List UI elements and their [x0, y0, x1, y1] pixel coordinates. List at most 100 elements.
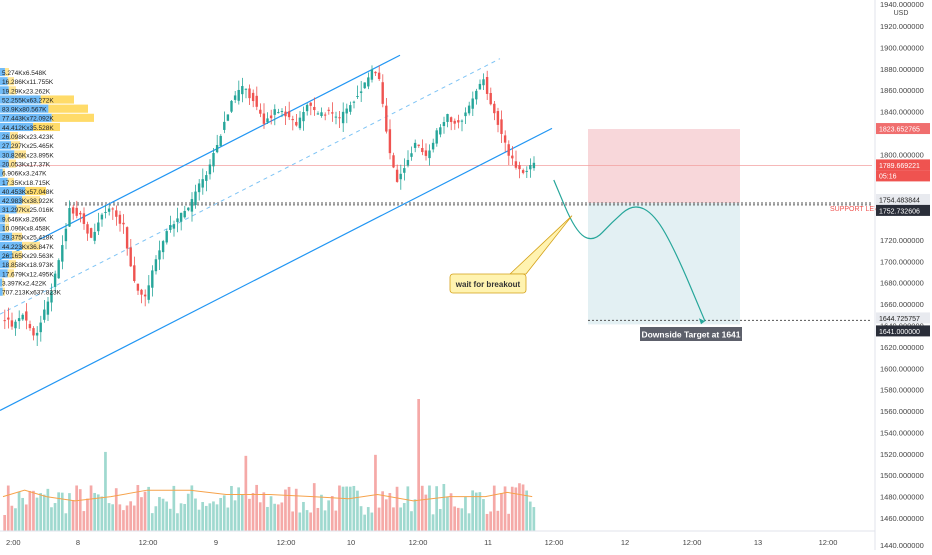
candle-body[interactable]	[151, 270, 154, 288]
candle-body[interactable]	[413, 142, 417, 148]
target-price-b-tag[interactable]	[876, 325, 930, 337]
candle-body[interactable]	[521, 170, 525, 173]
candle-body[interactable]	[471, 98, 474, 109]
candle-body[interactable]	[439, 127, 442, 135]
candle-body[interactable]	[219, 135, 222, 146]
candle-body[interactable]	[197, 183, 201, 193]
candle-body[interactable]	[237, 89, 240, 101]
candle-body[interactable]	[32, 328, 35, 336]
candle-body[interactable]	[287, 111, 291, 118]
candle-body[interactable]	[284, 111, 287, 117]
candle-body[interactable]	[435, 130, 438, 144]
candle-body[interactable]	[147, 285, 150, 300]
candle-body[interactable]	[89, 228, 93, 238]
candle-body[interactable]	[61, 245, 64, 262]
candle-body[interactable]	[475, 90, 478, 100]
target-label-box[interactable]	[640, 327, 742, 341]
target-label[interactable]: Downside Target at 1641	[641, 330, 740, 340]
candle-body[interactable]	[305, 104, 309, 112]
candle-body[interactable]	[428, 150, 431, 159]
candle-body[interactable]	[10, 320, 14, 327]
candle-body[interactable]	[359, 91, 363, 93]
candle-body[interactable]	[122, 222, 125, 225]
candle-body[interactable]	[370, 69, 374, 80]
candle-body[interactable]	[345, 108, 348, 114]
candle-body[interactable]	[53, 273, 57, 287]
candle-body[interactable]	[28, 324, 32, 329]
candle-body[interactable]	[82, 213, 86, 224]
candle-body[interactable]	[295, 121, 298, 126]
candle-body[interactable]	[273, 109, 276, 115]
candle-body[interactable]	[230, 100, 233, 112]
candle-body[interactable]	[457, 120, 460, 123]
candle-body[interactable]	[183, 210, 186, 218]
candle-body[interactable]	[417, 144, 420, 146]
candle-body[interactable]	[298, 117, 302, 129]
candle-body[interactable]	[381, 82, 384, 104]
support-price-b-tag[interactable]	[876, 204, 930, 216]
candle-body[interactable]	[363, 82, 366, 89]
candle-body[interactable]	[39, 322, 42, 333]
candle-body[interactable]	[485, 77, 489, 94]
candle-body[interactable]	[68, 208, 71, 227]
candle-body[interactable]	[7, 317, 10, 320]
candle-body[interactable]	[176, 218, 179, 223]
candle-body[interactable]	[529, 165, 532, 170]
candle-body[interactable]	[482, 79, 485, 86]
candle-body[interactable]	[25, 311, 28, 321]
candle-body[interactable]	[349, 105, 352, 112]
target-zone[interactable]	[588, 203, 740, 325]
candle-body[interactable]	[79, 212, 82, 215]
candle-body[interactable]	[71, 207, 75, 214]
candle-body[interactable]	[179, 212, 183, 222]
candle-body[interactable]	[233, 95, 237, 100]
candle-body[interactable]	[21, 314, 24, 320]
candle-body[interactable]	[140, 289, 143, 295]
candle-body[interactable]	[244, 88, 248, 90]
candle-body[interactable]	[309, 102, 312, 106]
candle-body[interactable]	[57, 260, 60, 279]
candle-body[interactable]	[190, 199, 194, 212]
candle-body[interactable]	[212, 153, 215, 167]
candle-body[interactable]	[453, 120, 456, 124]
candle-body[interactable]	[165, 231, 168, 243]
candle-body[interactable]	[367, 77, 370, 87]
candle-body[interactable]	[86, 224, 89, 234]
projection-path[interactable]	[553, 179, 706, 322]
support-price-a-tag[interactable]	[876, 194, 930, 206]
target-top-price-tag[interactable]	[876, 123, 930, 135]
candle-body[interactable]	[410, 153, 413, 157]
candle-body[interactable]	[399, 173, 402, 180]
candle-body[interactable]	[525, 170, 528, 172]
candle-body[interactable]	[187, 207, 190, 211]
candle-body[interactable]	[424, 150, 428, 156]
candle-body[interactable]	[478, 83, 482, 90]
candle-body[interactable]	[446, 114, 449, 122]
candle-body[interactable]	[97, 222, 100, 232]
candle-body[interactable]	[143, 294, 147, 297]
candle-body[interactable]	[385, 105, 388, 132]
stop-loss-zone[interactable]	[588, 129, 740, 204]
target-price-a-tag[interactable]	[876, 312, 930, 324]
candle-body[interactable]	[223, 121, 226, 130]
candle-body[interactable]	[93, 231, 96, 241]
candle-body[interactable]	[50, 291, 53, 303]
candle-body[interactable]	[129, 247, 132, 267]
candle-body[interactable]	[403, 168, 406, 173]
candle-body[interactable]	[431, 142, 435, 150]
channel-line[interactable]	[0, 127, 553, 411]
candle-body[interactable]	[201, 179, 204, 188]
candle-body[interactable]	[205, 175, 208, 181]
candle-body[interactable]	[248, 88, 251, 99]
candle-body[interactable]	[118, 214, 122, 224]
candle-body[interactable]	[338, 117, 341, 119]
candle-body[interactable]	[356, 95, 359, 97]
channel-midline[interactable]	[0, 58, 501, 315]
candle-body[interactable]	[532, 162, 536, 169]
candle-body[interactable]	[500, 119, 503, 134]
candle-body[interactable]	[331, 112, 334, 114]
channel-line[interactable]	[0, 54, 401, 261]
candle-body[interactable]	[266, 118, 269, 123]
